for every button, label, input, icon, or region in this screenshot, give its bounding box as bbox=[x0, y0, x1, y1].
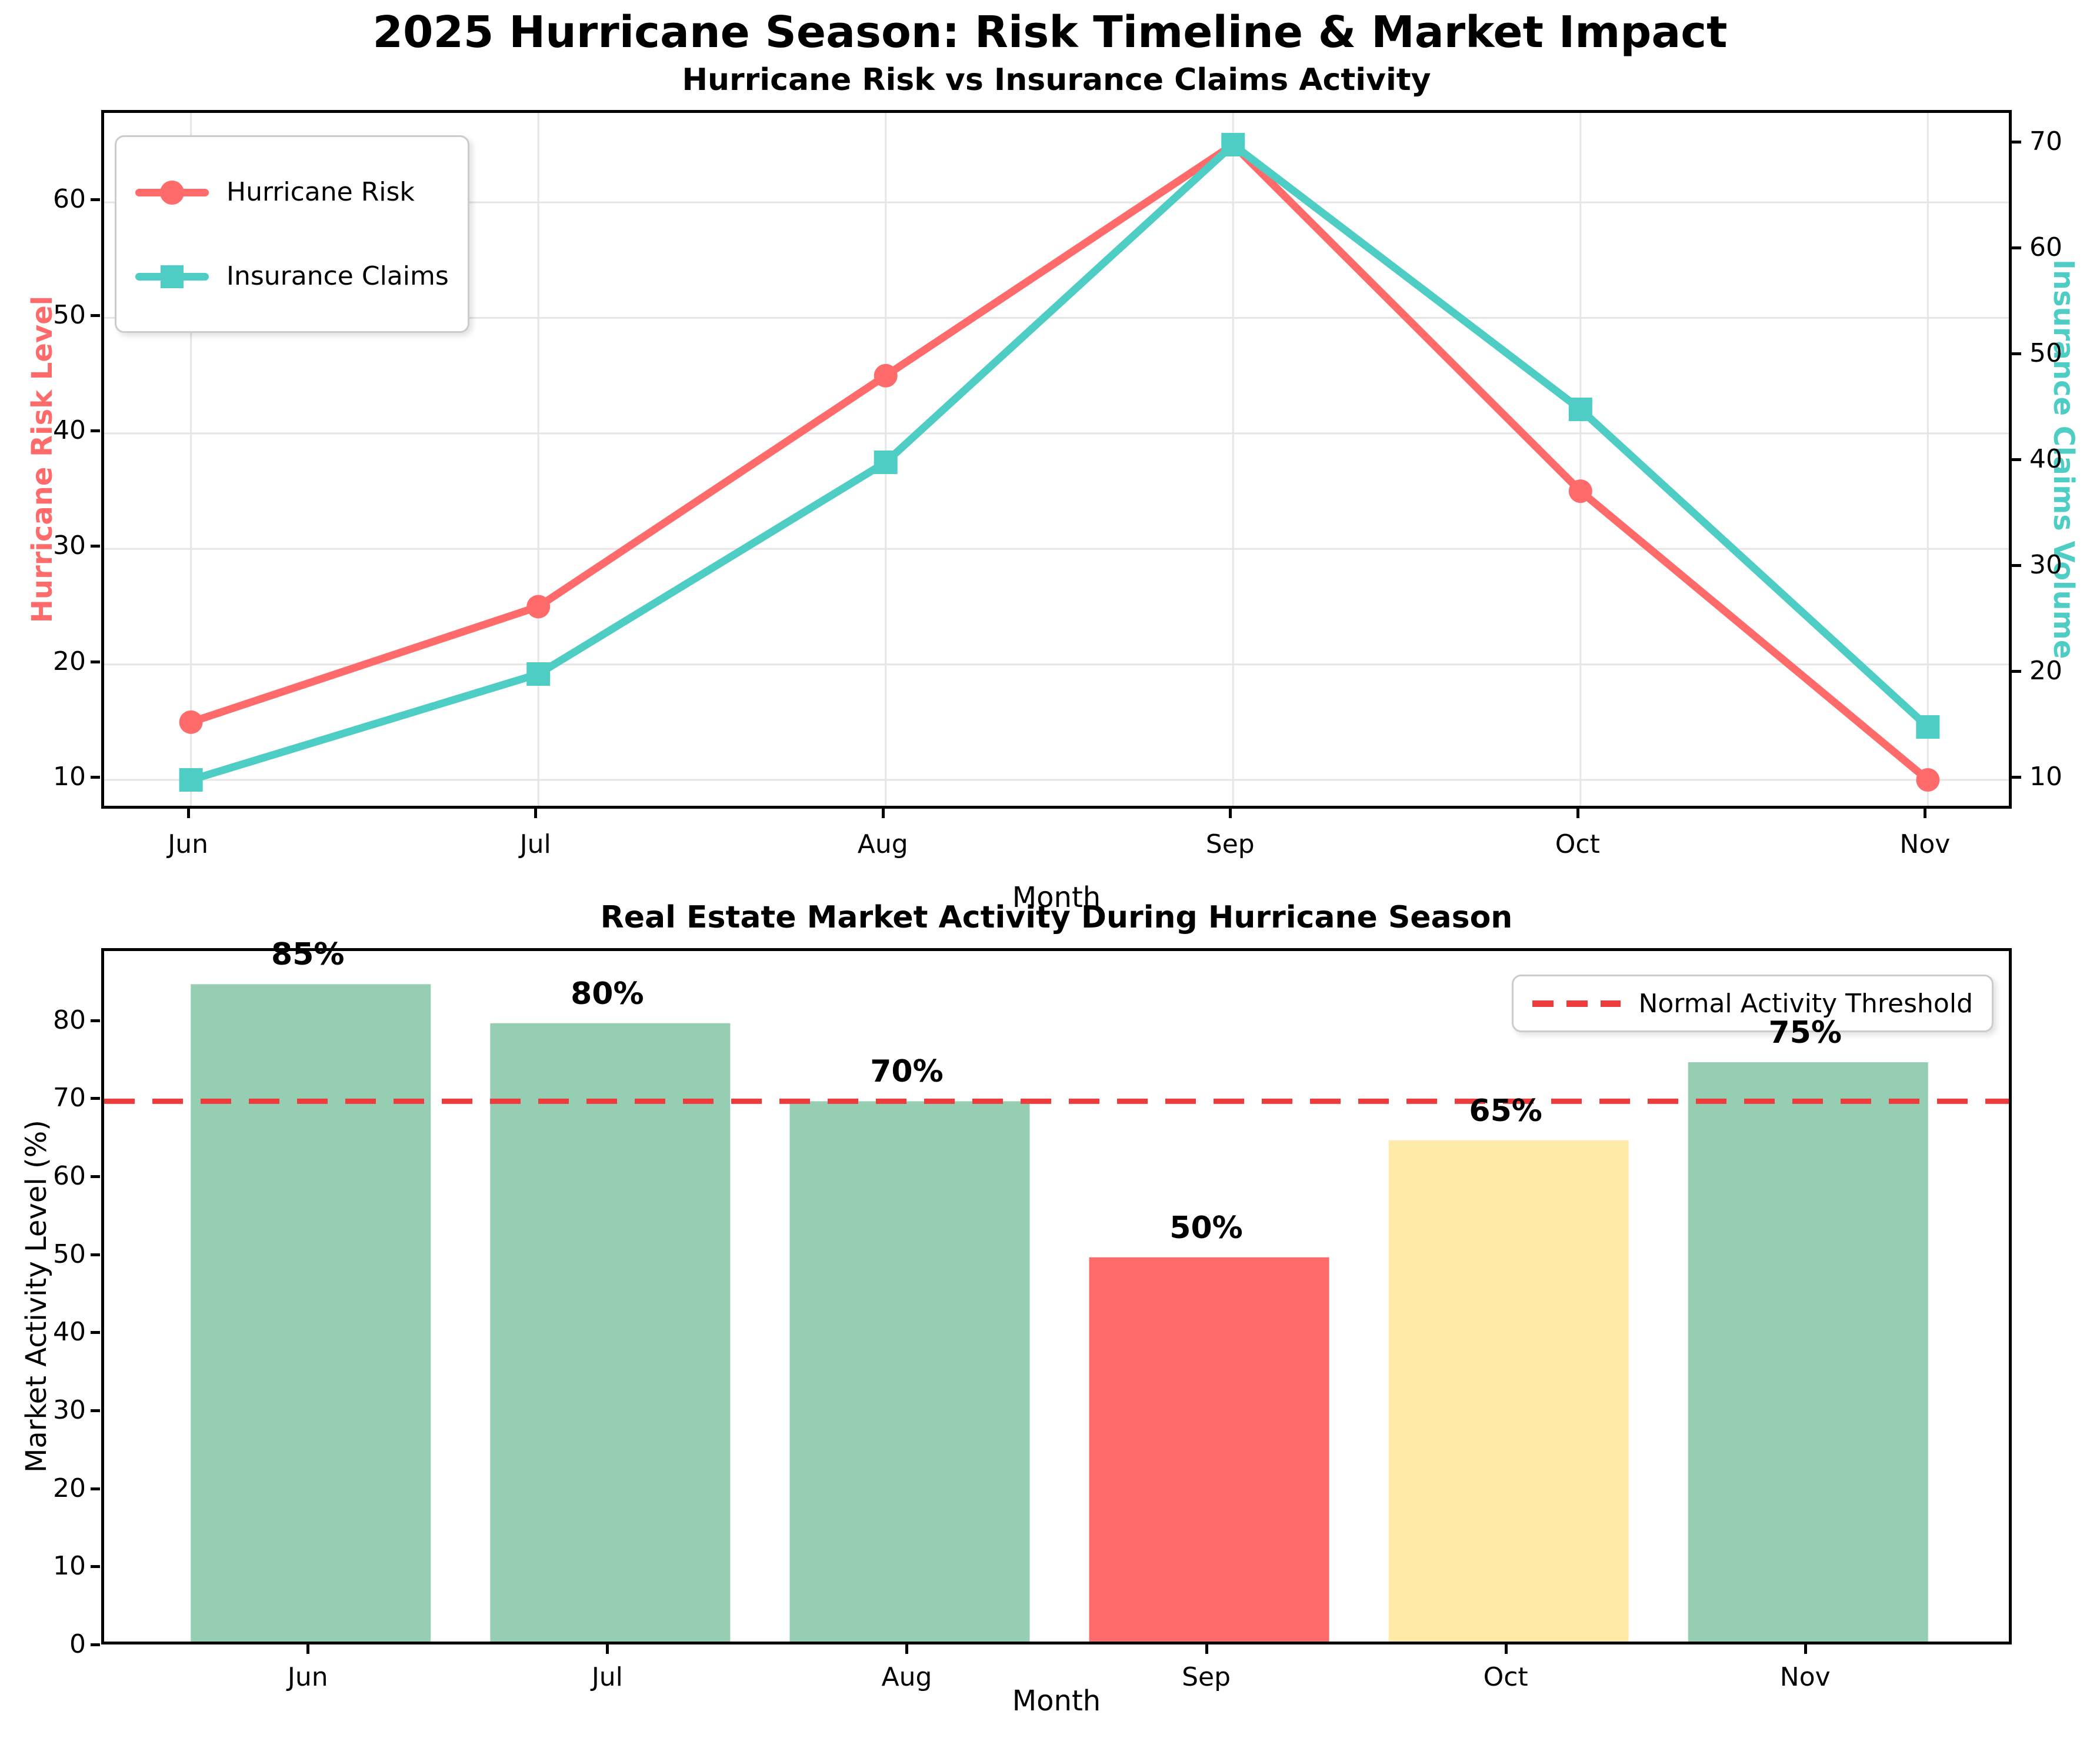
y-tick bbox=[91, 429, 100, 432]
figure-title: 2025 Hurricane Season: Risk Timeline & M… bbox=[372, 7, 1728, 58]
y-tick-label: 40 bbox=[2029, 444, 2062, 474]
y-tick bbox=[91, 776, 100, 779]
y-tick bbox=[2012, 564, 2021, 567]
x-tick bbox=[186, 809, 190, 818]
y-tick bbox=[2012, 776, 2021, 779]
y-tick-label: 70 bbox=[53, 1083, 86, 1113]
y-tick-label: 50 bbox=[53, 299, 86, 330]
line-chart-legend: Hurricane Risk Insurance Claims bbox=[115, 135, 469, 333]
y-tick-label: 60 bbox=[53, 184, 86, 215]
x-tick-label: Nov bbox=[1779, 1662, 1831, 1692]
y-tick-label: 0 bbox=[69, 1629, 86, 1659]
bar-value-label: 85% bbox=[271, 937, 345, 973]
x-tick bbox=[534, 809, 538, 818]
bar-value-label: 75% bbox=[1768, 1015, 1842, 1051]
bar-value-label: 65% bbox=[1469, 1093, 1542, 1129]
y-tick bbox=[2012, 246, 2021, 249]
x-tick bbox=[1924, 809, 1927, 818]
x-tick bbox=[306, 1644, 310, 1654]
y-tick bbox=[91, 1331, 100, 1335]
y-tick bbox=[2012, 352, 2021, 355]
y-tick-label: 10 bbox=[53, 1551, 86, 1582]
x-tick bbox=[1504, 1644, 1508, 1654]
y-tick bbox=[91, 1097, 100, 1100]
y-tick bbox=[91, 313, 100, 317]
y-tick bbox=[2012, 141, 2021, 144]
right-axis-label: Insurance Claims Volume bbox=[2047, 259, 2080, 659]
y-tick-label: 30 bbox=[53, 531, 86, 561]
bar-plot-area: Normal Activity Threshold bbox=[101, 948, 2012, 1644]
legend-label: Hurricane Risk bbox=[226, 177, 415, 207]
x-axis-label-bottom: Month bbox=[1012, 1684, 1101, 1717]
y-tick-label: 80 bbox=[53, 1005, 86, 1035]
y-tick bbox=[2012, 458, 2021, 461]
y-tick bbox=[91, 1409, 100, 1413]
x-tick-label: Sep bbox=[1205, 829, 1255, 859]
bar-chart-title: Real Estate Market Activity During Hurri… bbox=[600, 900, 1513, 935]
y-tick-label: 50 bbox=[53, 1239, 86, 1269]
y-tick bbox=[91, 545, 100, 548]
y-tick-label: 40 bbox=[53, 1317, 86, 1347]
y-tick-label: 40 bbox=[53, 415, 86, 445]
y-tick-label: 20 bbox=[2029, 656, 2062, 686]
x-tick-label: Sep bbox=[1182, 1662, 1231, 1692]
legend-item-threshold: Normal Activity Threshold bbox=[1532, 987, 1973, 1020]
x-tick bbox=[1804, 1644, 1807, 1654]
y-tick-label: 50 bbox=[2029, 338, 2062, 368]
y-tick bbox=[2012, 670, 2021, 673]
y-tick-label: 30 bbox=[53, 1395, 86, 1426]
line-plot-area: Hurricane Risk Insurance Claims bbox=[101, 110, 2012, 809]
x-tick-label: Jul bbox=[591, 1662, 623, 1692]
x-tick-label: Jun bbox=[287, 1662, 328, 1692]
y-tick-label: 10 bbox=[2029, 762, 2062, 792]
y-tick bbox=[91, 198, 100, 202]
legend-item-insurance-claims: Insurance Claims bbox=[135, 234, 449, 318]
line-circle-marker-icon bbox=[135, 179, 209, 205]
x-tick-label: Aug bbox=[881, 1662, 932, 1692]
x-tick-label: Jul bbox=[519, 829, 551, 859]
y-tick-label: 30 bbox=[2029, 550, 2062, 580]
line-chart-title: Hurricane Risk vs Insurance Claims Activ… bbox=[682, 62, 1431, 98]
bar-y-axis-label: Market Activity Level (%) bbox=[20, 1119, 53, 1473]
y-tick-label: 60 bbox=[53, 1161, 86, 1192]
y-tick bbox=[91, 1487, 100, 1490]
dashed-line-icon bbox=[1532, 1000, 1621, 1007]
y-tick bbox=[91, 1019, 100, 1022]
bar-chart-canvas bbox=[104, 984, 2009, 1642]
x-tick-label: Jun bbox=[168, 829, 208, 859]
y-tick bbox=[91, 1643, 100, 1646]
y-tick bbox=[91, 660, 100, 663]
y-tick bbox=[91, 1565, 100, 1569]
y-tick bbox=[91, 1175, 100, 1179]
y-tick-label: 20 bbox=[53, 646, 86, 676]
y-tick-label: 70 bbox=[2029, 126, 2062, 156]
y-tick-label: 60 bbox=[2029, 232, 2062, 262]
line-square-marker-icon bbox=[135, 263, 209, 289]
threshold-legend: Normal Activity Threshold bbox=[1512, 975, 1994, 1032]
y-tick-label: 10 bbox=[53, 762, 86, 792]
y-tick-label: 20 bbox=[53, 1473, 86, 1503]
x-tick bbox=[881, 809, 885, 818]
bar-value-label: 70% bbox=[870, 1054, 944, 1090]
x-tick-label: Oct bbox=[1483, 1662, 1528, 1692]
legend-item-hurricane-risk: Hurricane Risk bbox=[135, 150, 449, 234]
x-tick bbox=[905, 1644, 909, 1654]
x-axis-label-top: Month bbox=[1012, 881, 1101, 914]
x-tick-label: Aug bbox=[857, 829, 908, 859]
x-tick bbox=[1229, 809, 1232, 818]
x-tick bbox=[1205, 1644, 1208, 1654]
left-axis-label: Hurricane Risk Level bbox=[26, 295, 59, 623]
x-tick-label: Nov bbox=[1899, 829, 1951, 859]
legend-label: Insurance Claims bbox=[226, 261, 449, 291]
y-tick bbox=[91, 1253, 100, 1256]
x-tick bbox=[606, 1644, 609, 1654]
x-tick-label: Oct bbox=[1555, 829, 1600, 859]
bar-value-label: 80% bbox=[571, 976, 644, 1012]
bar-value-label: 50% bbox=[1169, 1210, 1243, 1246]
legend-label: Normal Activity Threshold bbox=[1638, 988, 1973, 1019]
x-tick bbox=[1576, 809, 1579, 818]
